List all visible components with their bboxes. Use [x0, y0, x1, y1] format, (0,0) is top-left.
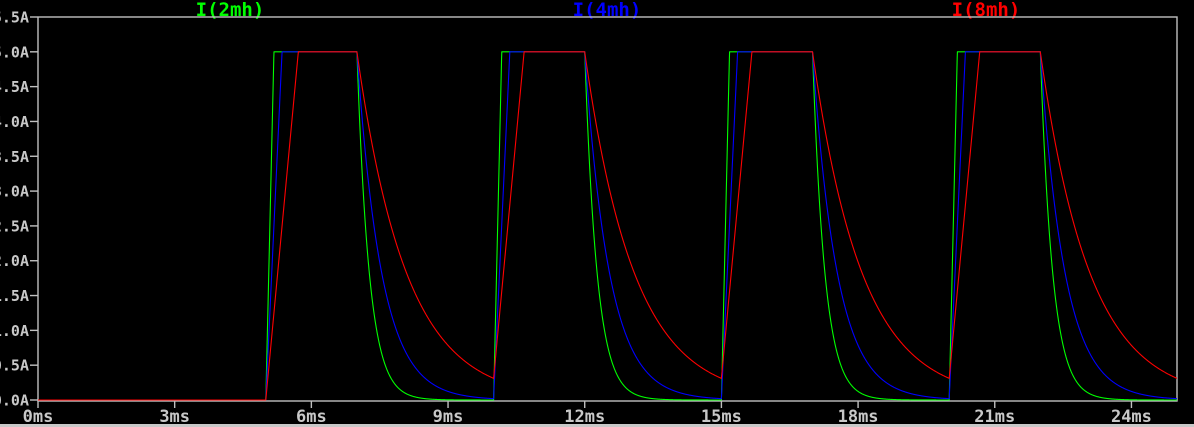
y-axis-tick-label: 5.0A [0, 43, 29, 61]
y-axis-tick-label: 5.5A [0, 9, 29, 27]
y-axis-tick-label: 1.0A [0, 322, 29, 340]
x-axis-tick-label: 9ms [433, 407, 464, 427]
legend-trace-8mh[interactable]: I(8mh) [951, 0, 1021, 21]
y-axis-tick-label: 3.5A [0, 148, 29, 166]
y-axis-tick-label: 1.5A [0, 287, 29, 305]
x-axis-tick-label: 0ms [23, 407, 54, 427]
x-axis-tick-label: 24ms [1111, 407, 1152, 427]
x-axis-tick-label: 6ms [296, 407, 327, 427]
y-axis-tick-label: 0.0A [0, 392, 29, 410]
y-axis-tick-label: 4.0A [0, 113, 29, 131]
y-axis-tick-label: 3.0A [0, 183, 29, 201]
legend-trace-2mh[interactable]: I(2mh) [195, 0, 265, 21]
legend-trace-4mh[interactable]: I(4mh) [572, 0, 642, 21]
y-axis-tick-label: 4.5A [0, 78, 29, 96]
y-axis-tick-label: 0.5A [0, 357, 29, 375]
x-axis-tick-label: 3ms [159, 407, 190, 427]
window-bottom-edge [0, 424, 1194, 427]
x-axis-tick-label: 15ms [701, 407, 742, 427]
plot-border [37, 16, 1178, 402]
trace-I8mh[interactable] [37, 51, 1178, 401]
y-axis-tick-label: 2.0A [0, 252, 29, 270]
trace-I2mh[interactable] [37, 51, 1178, 401]
x-axis-tick-label: 18ms [838, 407, 879, 427]
y-axis-tick-label: 2.5A [0, 217, 29, 235]
x-axis-tick-label: 12ms [564, 407, 605, 427]
x-axis-tick-label: 21ms [974, 407, 1015, 427]
